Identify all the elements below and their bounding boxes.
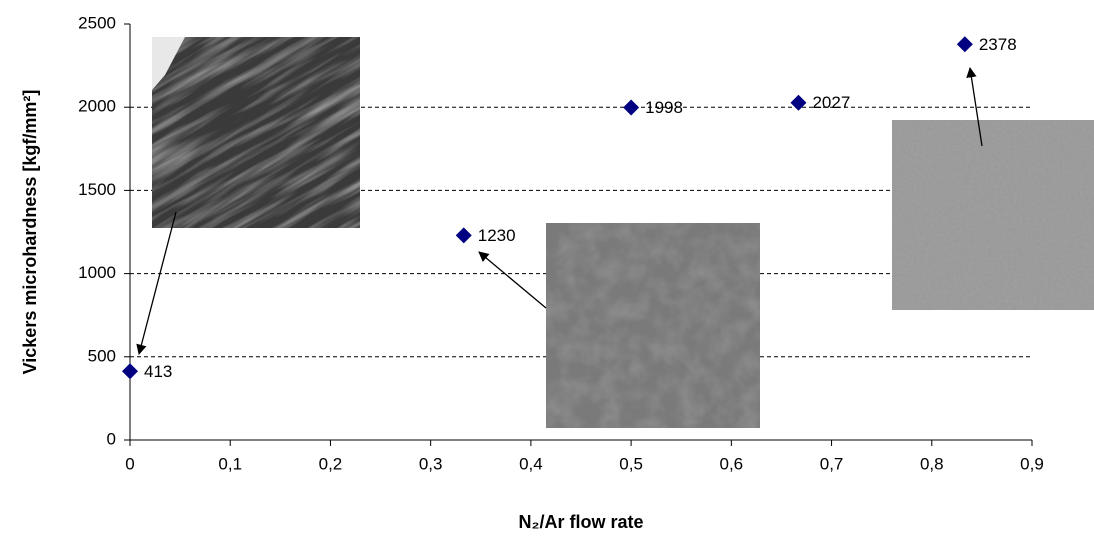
y-tick-label: 2500 <box>78 13 116 32</box>
point <box>456 227 472 243</box>
x-tick-label: 0,3 <box>419 454 443 473</box>
x-tick-label: 0,9 <box>1020 454 1044 473</box>
x-tick-label: 0 <box>125 454 134 473</box>
point <box>122 363 138 379</box>
x-tick-label: 0,1 <box>218 454 242 473</box>
data-label: 413 <box>144 362 172 381</box>
micrograph <box>36 0 485 352</box>
y-tick-label: 2000 <box>78 97 116 116</box>
y-tick-label: 1500 <box>78 180 116 199</box>
micrograph <box>892 120 1094 310</box>
data-label: 2027 <box>812 93 850 112</box>
y-tick-label: 500 <box>88 346 116 365</box>
micrograph <box>546 223 760 428</box>
y-axis-label: Vickers microhardness [kgf/mm²] <box>20 90 40 375</box>
x-tick-label: 0,2 <box>319 454 343 473</box>
data-label: 2378 <box>979 35 1017 54</box>
y-tick-label: 0 <box>107 429 116 448</box>
y-tick-label: 1000 <box>78 263 116 282</box>
data-label: 1230 <box>478 226 516 245</box>
data-label: 1998 <box>645 98 683 117</box>
x-tick-label: 0,5 <box>619 454 643 473</box>
x-tick-label: 0,6 <box>720 454 744 473</box>
x-axis-label: N₂/Ar flow rate <box>518 512 643 532</box>
point <box>957 36 973 52</box>
x-tick-label: 0,8 <box>920 454 944 473</box>
point <box>623 100 639 116</box>
point <box>790 95 806 111</box>
x-tick-label: 0,4 <box>519 454 543 473</box>
x-tick-label: 0,7 <box>820 454 844 473</box>
chart: 0 500 1000 1500 2000 2500 0 0,1 0,2 0,3 0,4 0,5 0,6 0… <box>0 0 1094 539</box>
